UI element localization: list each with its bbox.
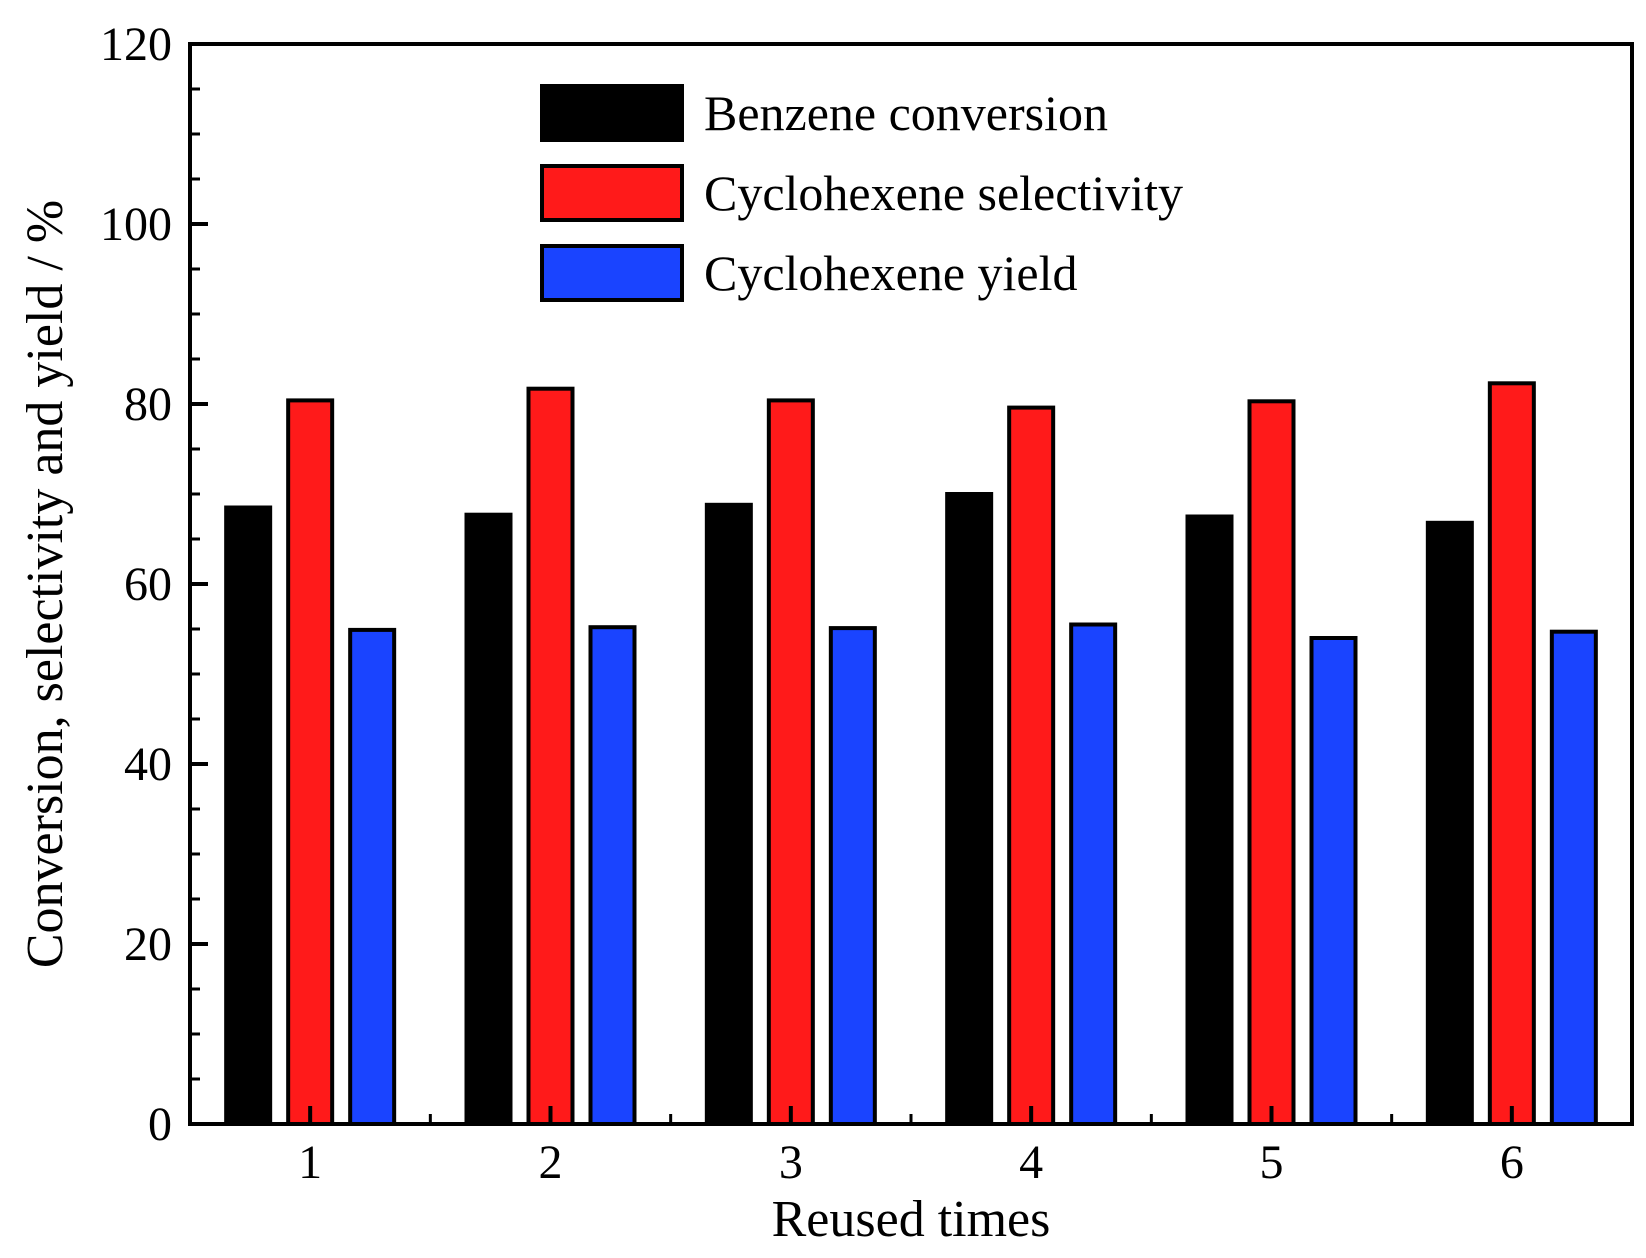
x-tick-label: 1 (298, 1136, 322, 1189)
legend-label: Benzene conversion (704, 85, 1108, 141)
bar-cyclohexene-yield-2 (588, 625, 637, 1126)
bars-group (224, 381, 1598, 1127)
y-tick-label: 100 (100, 198, 172, 251)
axes-group: 0 20 40 60 80 100 120 1 2 3 4 5 6 (100, 18, 1634, 1189)
bar-cyclohexene-yield-3 (828, 626, 877, 1126)
x-tick-label: 5 (1260, 1136, 1284, 1189)
legend-swatch-cyclohexene-yield (540, 244, 684, 302)
bar-cyclohexene-selectivity-2 (526, 386, 575, 1126)
x-axis-title: Reused times (772, 1191, 1051, 1248)
bar-cyclohexene-selectivity-1 (286, 398, 335, 1126)
y-tick-label: 20 (124, 918, 172, 971)
bar-cyclohexene-yield-4 (1069, 622, 1118, 1126)
x-tick-label: 4 (1019, 1136, 1043, 1189)
y-axis-title: Conversion, selectivity and yield / % (17, 200, 74, 968)
bar-benzene-conversion-6 (1425, 520, 1474, 1126)
y-tick-label: 120 (100, 18, 172, 71)
bar-cyclohexene-yield-6 (1549, 629, 1598, 1126)
y-tick-label: 0 (148, 1098, 172, 1151)
bar-benzene-conversion-5 (1185, 514, 1234, 1126)
bar-cyclohexene-selectivity-3 (766, 398, 815, 1126)
legend-label: Cyclohexene yield (704, 245, 1078, 301)
x-tick-label: 2 (539, 1136, 563, 1189)
y-tick-label: 60 (124, 558, 172, 611)
legend: Benzene conversion Cyclohexene selectivit… (540, 84, 1183, 302)
bar-benzene-conversion-1 (224, 505, 273, 1126)
bar-benzene-conversion-3 (704, 502, 753, 1126)
legend-swatch-cyclohexene-selectivity (540, 164, 684, 222)
bar-benzene-conversion-4 (945, 492, 994, 1126)
bar-benzene-conversion-2 (464, 512, 513, 1126)
bar-cyclohexene-yield-1 (348, 627, 397, 1127)
x-tick-label: 6 (1500, 1136, 1524, 1189)
y-tick-label: 80 (124, 378, 172, 431)
legend-swatch-benzene-conversion (540, 84, 684, 142)
y-tick-label: 40 (124, 738, 172, 791)
bar-cyclohexene-selectivity-5 (1247, 399, 1296, 1126)
legend-label: Cyclohexene selectivity (704, 165, 1183, 221)
bar-cyclohexene-yield-5 (1309, 636, 1358, 1126)
x-tick-label: 3 (779, 1136, 803, 1189)
bar-cyclohexene-selectivity-6 (1487, 381, 1536, 1126)
bar-cyclohexene-selectivity-4 (1007, 405, 1056, 1127)
